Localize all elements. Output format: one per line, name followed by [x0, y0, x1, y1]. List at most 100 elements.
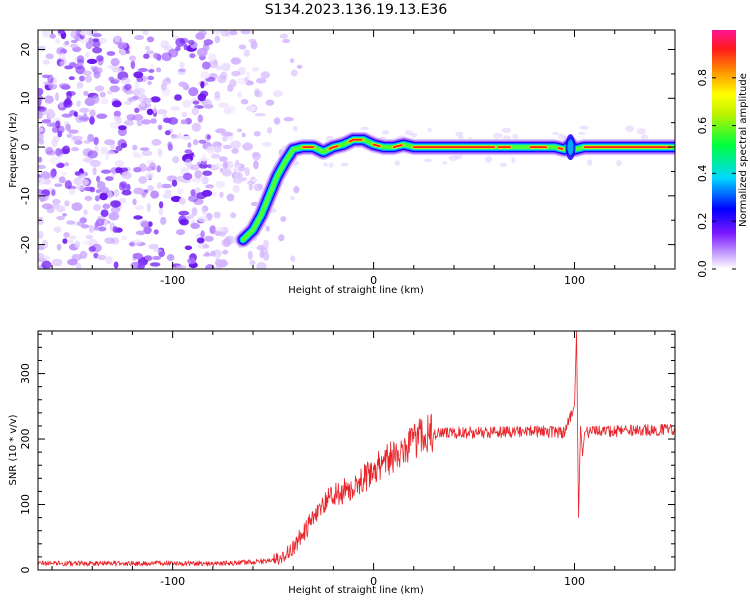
- noise-speck: [138, 176, 148, 184]
- noise-speck: [146, 108, 154, 116]
- noise-speck: [164, 130, 171, 136]
- colorbar-tick-label: 0.4: [696, 165, 709, 183]
- noise-speck: [145, 45, 150, 51]
- noise-speck: [578, 131, 586, 136]
- noise-speck: [135, 205, 144, 210]
- noise-speck: [215, 227, 226, 232]
- noise-speck: [134, 80, 139, 90]
- trace-core: [372, 143, 381, 147]
- spectrogram-x-label: Height of straight line (km): [288, 285, 424, 296]
- noise-speck: [53, 226, 62, 233]
- noise-speck: [179, 61, 185, 68]
- noise-speck: [453, 154, 463, 160]
- noise-speck: [219, 191, 224, 198]
- noise-speck: [197, 93, 206, 102]
- noise-speck: [210, 250, 216, 257]
- noise-speck: [195, 32, 206, 40]
- noise-speck: [237, 77, 248, 85]
- noise-speck: [200, 81, 205, 89]
- noise-speck: [196, 237, 205, 244]
- noise-speck: [64, 65, 74, 70]
- noise-speck: [233, 184, 240, 192]
- noise-speck: [214, 91, 221, 99]
- colorbar: 0.0 0.2 0.4 0.6 0.8 Normalized spectral ampl…: [696, 30, 749, 278]
- noise-speck: [79, 250, 88, 259]
- noise-speck: [93, 136, 99, 146]
- noise-speck: [56, 243, 62, 251]
- noise-speck: [640, 134, 649, 140]
- noise-speck: [41, 260, 52, 269]
- noise-speck: [105, 256, 113, 265]
- noise-speck: [89, 109, 96, 118]
- noise-speck: [202, 61, 211, 70]
- noise-speck: [153, 248, 164, 253]
- noise-speck: [129, 55, 137, 62]
- noise-speck: [208, 53, 217, 62]
- noise-speck: [38, 252, 45, 261]
- noise-speck: [616, 160, 622, 167]
- noise-speck: [557, 133, 566, 140]
- noise-speck: [85, 41, 93, 50]
- noise-speck: [90, 65, 96, 71]
- noise-speck: [238, 165, 246, 172]
- noise-speck: [125, 49, 130, 55]
- noise-speck: [184, 245, 193, 251]
- noise-speck: [76, 221, 85, 227]
- noise-speck: [190, 164, 200, 171]
- noise-speck: [84, 75, 93, 83]
- noise-speck: [113, 189, 120, 198]
- noise-speck: [71, 202, 83, 212]
- noise-speck: [170, 134, 180, 140]
- noise-speck: [132, 252, 143, 260]
- noise-speck: [156, 182, 163, 189]
- noise-speck: [96, 181, 106, 190]
- colorbar-label: Normalized spectral amplitude: [738, 73, 749, 227]
- noise-speck: [156, 67, 162, 73]
- noise-speck: [115, 167, 123, 174]
- noise-speck: [160, 216, 167, 225]
- noise-speck: [237, 91, 243, 98]
- y-tick-label: 0: [19, 144, 32, 151]
- noise-speck: [146, 203, 151, 212]
- noise-speck: [222, 249, 229, 255]
- noise-speck: [240, 98, 249, 105]
- noise-speck: [175, 37, 186, 48]
- noise-speck: [63, 99, 73, 108]
- noise-speck: [113, 110, 122, 118]
- noise-speck: [512, 134, 519, 140]
- snr-panel: -100 0 100 0 100 200 300 Height of straight li…: [8, 330, 676, 596]
- noise-speck: [112, 67, 123, 73]
- noise-speck: [191, 107, 199, 116]
- noise-speck: [174, 94, 182, 101]
- noise-speck: [100, 146, 108, 155]
- noise-speck: [625, 125, 634, 133]
- noise-speck: [272, 90, 283, 98]
- y-tick-label: 0: [19, 567, 32, 574]
- noise-speck: [157, 148, 163, 158]
- noise-speck: [250, 40, 258, 50]
- snr-x-label: Height of straight line (km): [288, 585, 424, 596]
- noise-speck: [109, 122, 120, 129]
- noise-speck: [296, 64, 303, 69]
- noise-speck: [221, 136, 228, 142]
- y-tick-label: 100: [19, 494, 32, 515]
- noise-speck: [196, 192, 207, 200]
- noise-speck: [52, 198, 61, 205]
- noise-speck: [68, 188, 76, 195]
- noise-speck: [66, 133, 72, 138]
- noise-speck: [178, 68, 186, 73]
- noise-speck: [51, 258, 63, 267]
- noise-speck: [323, 162, 328, 167]
- noise-speck: [46, 122, 58, 127]
- noise-speck: [92, 167, 97, 176]
- noise-speck: [110, 206, 121, 214]
- noise-speck: [283, 117, 294, 122]
- noise-speck: [150, 118, 157, 124]
- noise-speck: [68, 235, 77, 240]
- spectrogram-frame: [37, 29, 676, 270]
- noise-speck: [244, 167, 250, 177]
- noise-speck: [141, 150, 153, 156]
- noise-speck: [41, 203, 53, 210]
- noise-speck: [38, 132, 44, 142]
